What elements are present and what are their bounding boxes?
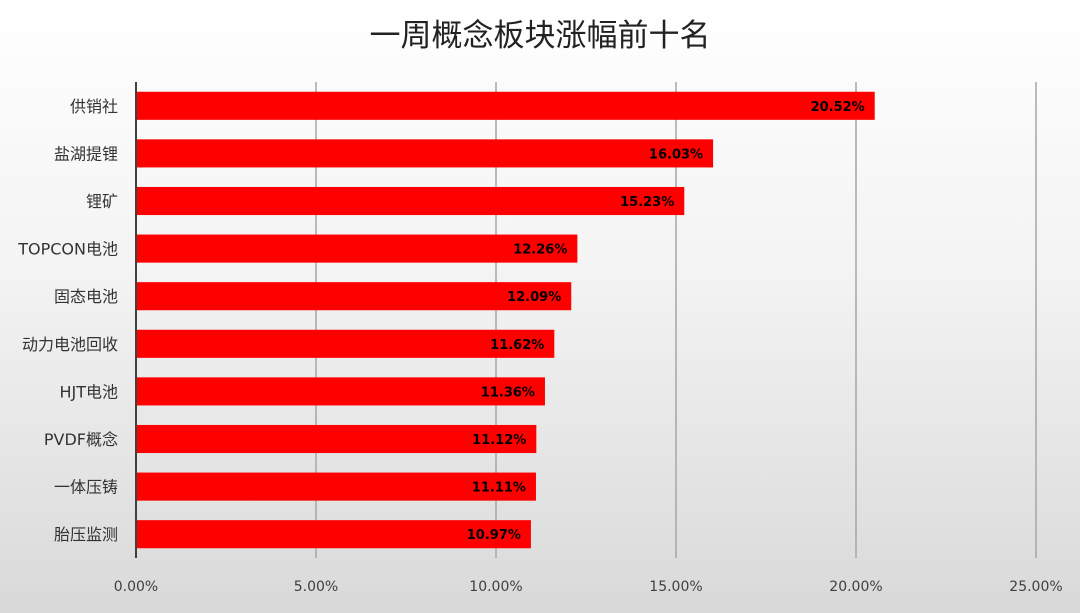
category-label: 锂矿 — [86, 192, 118, 211]
bar — [136, 91, 875, 120]
x-tick-labels: 0.00% 5.00% 10.00% 15.00% 20.00% 25.00% — [114, 579, 1063, 595]
bar — [136, 472, 536, 501]
category-label: TOPCON电池 — [17, 240, 118, 259]
x-tick-label: 20.00% — [829, 579, 882, 595]
category-label: 胎压监测 — [54, 525, 118, 544]
data-label: 20.52% — [811, 100, 865, 115]
data-label: 11.11% — [472, 481, 526, 496]
category-label: 固态电池 — [54, 287, 118, 306]
data-label: 10.97% — [467, 528, 521, 543]
bar — [136, 520, 531, 549]
chart-title: 一周概念板块涨幅前十名 — [370, 18, 711, 54]
data-label: 11.62% — [490, 338, 544, 353]
category-label: 动力电池回收 — [22, 335, 118, 354]
x-tick-label: 0.00% — [114, 579, 158, 595]
data-label: 12.09% — [507, 290, 561, 305]
data-label: 11.36% — [481, 385, 535, 400]
category-label: 一体压铸 — [54, 478, 118, 497]
bar — [136, 377, 545, 406]
x-tick-label: 5.00% — [294, 579, 338, 595]
category-label: 盐湖提锂 — [54, 144, 118, 163]
category-label: PVDF概念 — [44, 430, 118, 449]
x-tick-label: 25.00% — [1009, 579, 1062, 595]
category-label: 供销社 — [70, 97, 118, 116]
bar — [136, 282, 572, 311]
bar — [136, 329, 555, 358]
category-label: HJT电池 — [59, 382, 118, 401]
data-label: 16.03% — [649, 147, 703, 162]
bar — [136, 186, 685, 216]
x-tick-label: 15.00% — [649, 579, 702, 595]
data-label: 12.26% — [513, 243, 567, 258]
bar — [136, 234, 578, 263]
data-label: 11.12% — [472, 433, 526, 448]
data-labels: 20.52% 16.03% 15.23% 12.26% 12.09% 11.62% 11.3… — [467, 100, 865, 543]
bar — [136, 424, 537, 454]
bars — [136, 91, 875, 549]
data-label: 15.23% — [620, 195, 674, 210]
bar — [136, 139, 714, 168]
x-tick-label: 10.00% — [469, 579, 522, 595]
